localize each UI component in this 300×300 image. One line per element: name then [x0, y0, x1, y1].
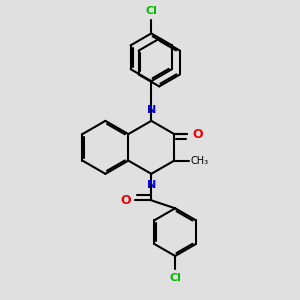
Text: Cl: Cl: [146, 6, 157, 16]
Text: O: O: [121, 194, 131, 207]
Text: Cl: Cl: [169, 273, 181, 284]
Text: CH₃: CH₃: [190, 156, 208, 166]
Text: O: O: [193, 128, 203, 141]
Text: N: N: [147, 105, 156, 115]
Text: N: N: [147, 180, 156, 190]
